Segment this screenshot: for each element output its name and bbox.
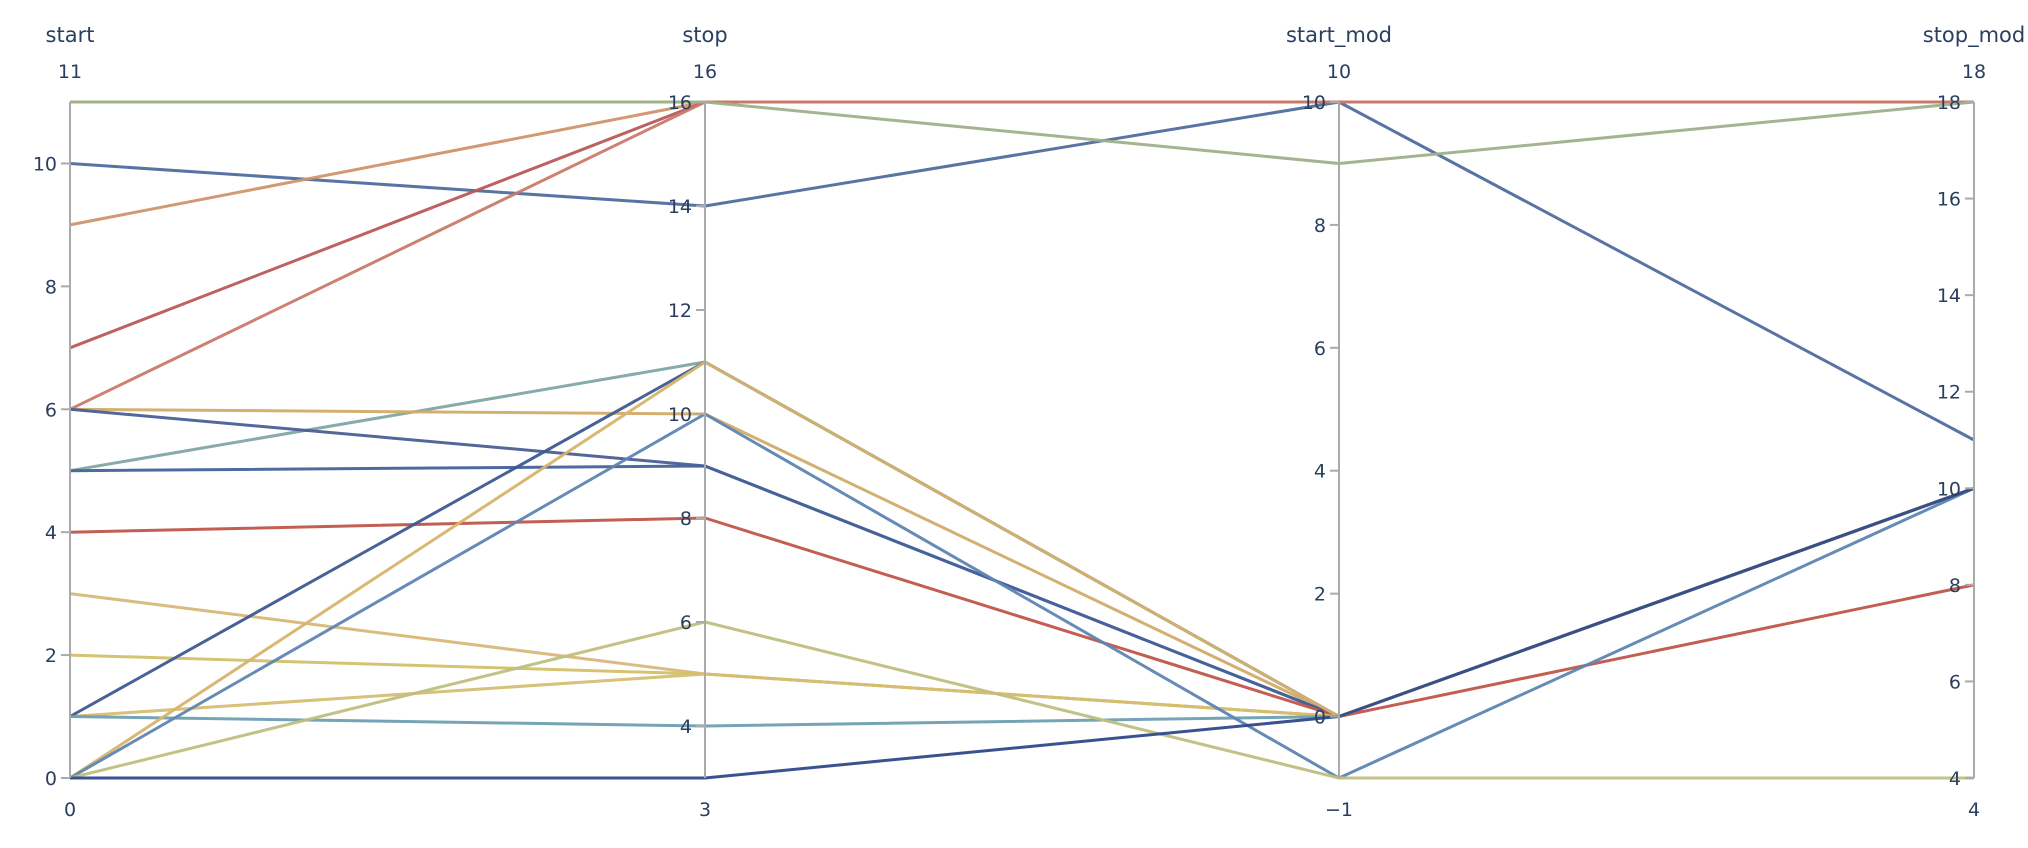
tick-label: 14 [1937,285,1961,307]
tick-label: 10 [1302,92,1326,114]
data-line-13[interactable] [69,486,1975,718]
axis-max-label: 11 [58,61,82,83]
data-line-10[interactable] [69,516,1975,718]
axis-min-label: 0 [64,799,76,821]
tick-label: 4 [45,522,57,544]
tick-label: 14 [668,196,692,218]
data-line-7[interactable] [69,407,1975,718]
tick-label: 6 [680,612,692,634]
tick-label: 16 [1937,189,1961,211]
axis-min-label: 4 [1968,799,1980,821]
data-line-19[interactable] [70,486,1975,780]
data-line-17[interactable] [69,412,1975,780]
tick-label: 8 [45,276,57,298]
axis-title: start [46,23,95,47]
tick-label: 16 [668,92,692,114]
tick-label: 10 [668,404,692,426]
tick-label: 6 [1314,338,1326,360]
axis-title: stop [682,23,727,47]
data-line-15[interactable] [69,486,1975,728]
tick-label: 8 [1949,575,1961,597]
tick-label: 4 [1949,768,1961,790]
data-line-8[interactable] [69,407,1975,718]
tick-label: 4 [680,716,692,738]
tick-label: 8 [680,508,692,530]
data-line-16[interactable] [69,360,1975,780]
axis-title: start_mod [1286,23,1392,48]
axis-min-label: −1 [1325,799,1353,821]
data-line-5[interactable] [69,100,1974,411]
axis-stop_mod[interactable]: 4 6 8 10 12 14 16 18 stop_mod 18 4 [1923,23,2026,821]
tick-label: 0 [45,768,57,790]
axes-layer: 0 2 4 6 8 10 start 11 0 4 6 8 10 12 14 16 stop 16 3 0 2 4 6 8 10… [33,23,2025,821]
data-line-11[interactable] [69,486,1975,718]
data-line-2[interactable] [69,100,1975,442]
data-line-12[interactable] [69,486,1975,718]
axis-max-label: 18 [1962,61,1986,83]
data-line-20[interactable] [70,100,1975,165]
tick-label: 0 [1314,707,1326,729]
axis-min-label: 3 [699,799,711,821]
tick-label: 4 [1314,461,1326,483]
tick-label: 2 [1314,584,1326,606]
tick-label: 18 [1937,92,1961,114]
axis-stop[interactable]: 4 6 8 10 12 14 16 stop 16 3 [668,23,728,821]
tick-label: 10 [1937,478,1961,500]
tick-label: 2 [45,645,57,667]
axis-max-label: 16 [693,61,717,83]
axis-start[interactable]: 0 2 4 6 8 10 start 11 0 [33,23,95,821]
tick-label: 12 [668,300,692,322]
data-line-18[interactable] [69,620,1974,780]
axis-max-label: 10 [1327,61,1351,83]
axis-start_mod[interactable]: 0 2 4 6 8 10 start_mod 10 −1 [1286,23,1392,821]
tick-label: 12 [1937,382,1961,404]
polylines-layer [69,100,1975,780]
data-line-3[interactable] [69,100,1974,227]
tick-label: 6 [1949,671,1961,693]
data-line-4[interactable] [69,100,1974,350]
axis-title: stop_mod [1923,23,2026,48]
tick-label: 8 [1314,215,1326,237]
tick-label: 6 [45,399,57,421]
tick-label: 10 [33,153,57,175]
